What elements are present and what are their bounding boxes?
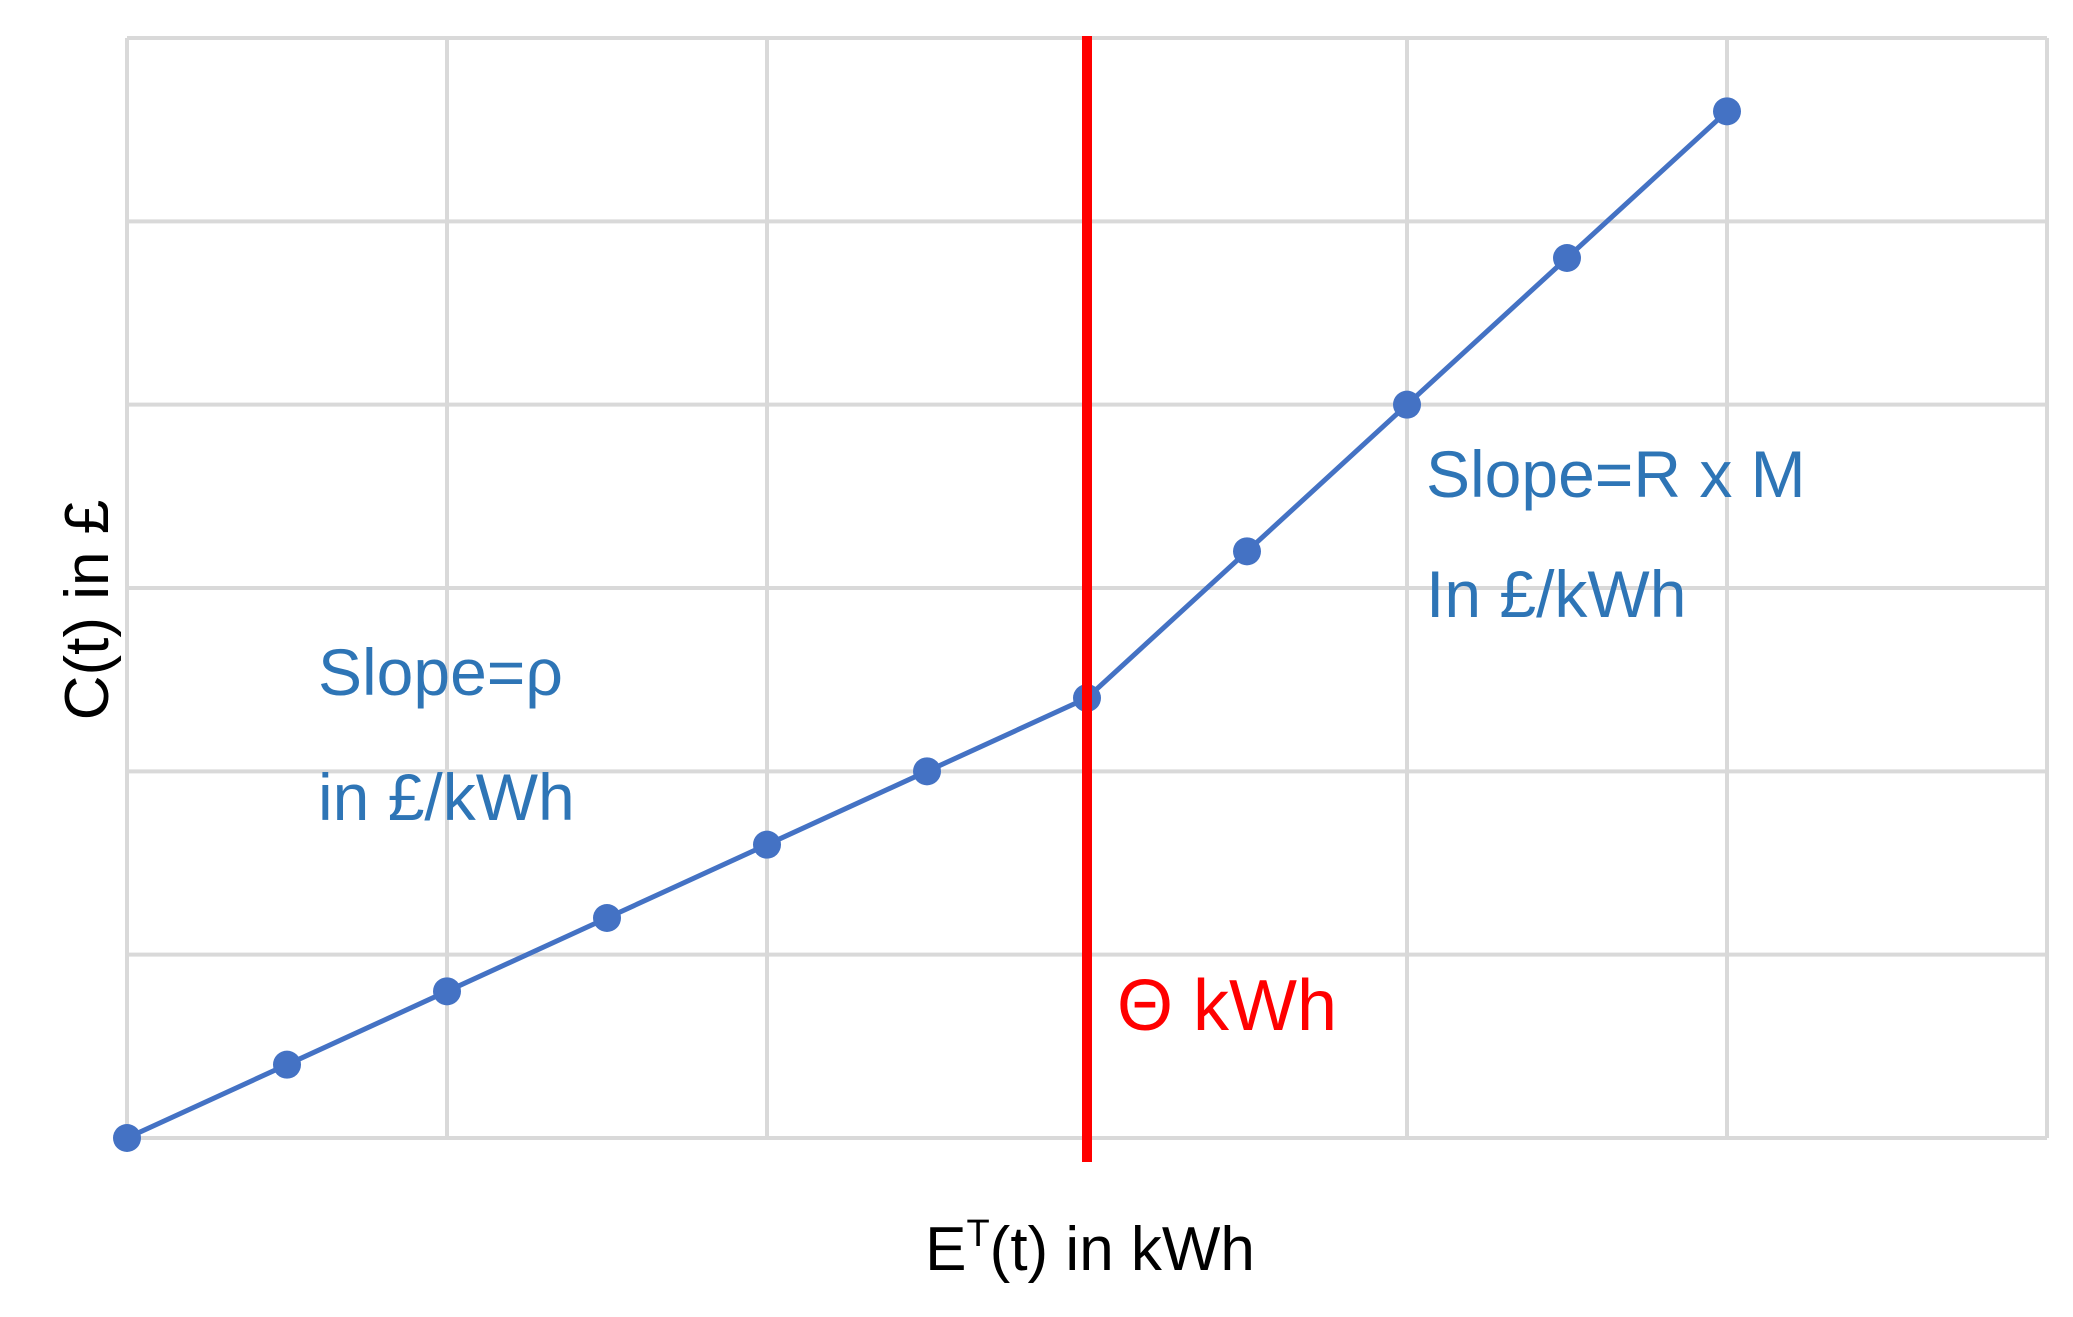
data-point	[273, 1050, 301, 1079]
series-layer	[113, 97, 1741, 1152]
threshold-label: Θ kWh	[1117, 966, 1337, 1046]
data-point	[1713, 97, 1741, 126]
x-axis-label-superscript: T	[966, 1213, 989, 1255]
data-point	[753, 830, 781, 859]
data-point	[1553, 244, 1581, 272]
slope-high-annotation-line-1: Slope=R x M	[1426, 437, 1806, 511]
text-layer: C(t) in £ ET(t) in kWh Θ kWh Slope=ρ in …	[53, 437, 1806, 1284]
data-point	[1393, 390, 1421, 419]
y-axis-label: C(t) in £	[53, 500, 122, 720]
data-point	[913, 757, 941, 786]
slope-high-annotation-line-2: In £/kWh	[1426, 557, 1686, 631]
data-point	[113, 1124, 141, 1152]
data-point	[593, 904, 621, 932]
data-point	[1233, 537, 1261, 566]
x-axis-label-base: E	[925, 1215, 966, 1284]
x-axis-label: ET(t) in kWh	[925, 1213, 1255, 1284]
x-axis-label-rest: (t) in kWh	[990, 1215, 1255, 1284]
data-point	[433, 977, 461, 1006]
slope-low-annotation-line-2: in £/kWh	[318, 760, 575, 834]
slope-low-annotation-line-1: Slope=ρ	[318, 635, 563, 709]
